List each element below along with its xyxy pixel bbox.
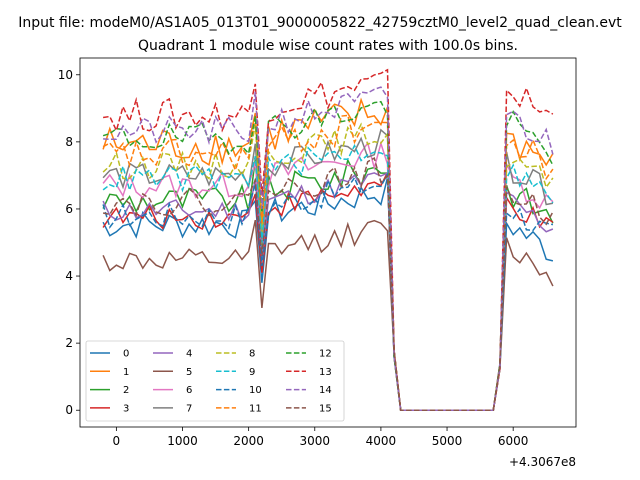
legend-label-10: 10 <box>249 385 262 396</box>
series-line-15 <box>102 156 554 411</box>
legend-box <box>85 340 345 422</box>
legend-label-13: 13 <box>319 367 332 378</box>
x-tick-label: 4000 <box>366 434 397 448</box>
series-line-11 <box>102 114 554 411</box>
legend-label-3: 3 <box>123 403 129 414</box>
legend-label-15: 15 <box>319 403 332 414</box>
x-tick-label: 5000 <box>432 434 463 448</box>
y-tick-label: 6 <box>65 202 73 216</box>
y-tick-label: 10 <box>58 68 73 82</box>
legend-label-14: 14 <box>319 385 332 396</box>
axes-frame <box>79 57 577 428</box>
y-tick-label: 4 <box>65 269 73 283</box>
legend-label-4: 4 <box>186 349 192 360</box>
legend-label-0: 0 <box>123 349 129 360</box>
x-tick-label: 1000 <box>167 434 198 448</box>
legend-label-5: 5 <box>186 367 192 378</box>
chart-title: Quadrant 1 module wise count rates with … <box>138 38 518 54</box>
figure-suptitle: Input file: modeM0/AS1A05_013T01_9000005… <box>18 15 622 31</box>
y-tick-label: 2 <box>65 336 73 350</box>
x-tick-label: 0 <box>113 434 121 448</box>
y-axis: 0 2 4 6 8 10 <box>58 68 80 417</box>
y-tick-label: 0 <box>65 403 73 417</box>
x-tick-label: 6000 <box>498 434 529 448</box>
plot-area <box>79 57 577 428</box>
series-lines <box>102 68 554 411</box>
y-tick-label: 8 <box>65 135 73 149</box>
legend-label-8: 8 <box>249 349 255 360</box>
x-tick-label: 2000 <box>233 434 264 448</box>
legend-label-9: 9 <box>249 367 255 378</box>
legend-label-1: 1 <box>123 367 129 378</box>
legend-label-11: 11 <box>249 403 262 414</box>
x-axis: 0 1000 2000 3000 4000 5000 6000 <box>113 427 529 448</box>
x-offset-label: +4.3067e8 <box>509 455 576 469</box>
legend-label-12: 12 <box>319 349 332 360</box>
legend-label-7: 7 <box>186 403 192 414</box>
x-tick-label: 3000 <box>299 434 330 448</box>
legend-label-2: 2 <box>123 385 129 396</box>
legend-label-6: 6 <box>186 385 192 396</box>
